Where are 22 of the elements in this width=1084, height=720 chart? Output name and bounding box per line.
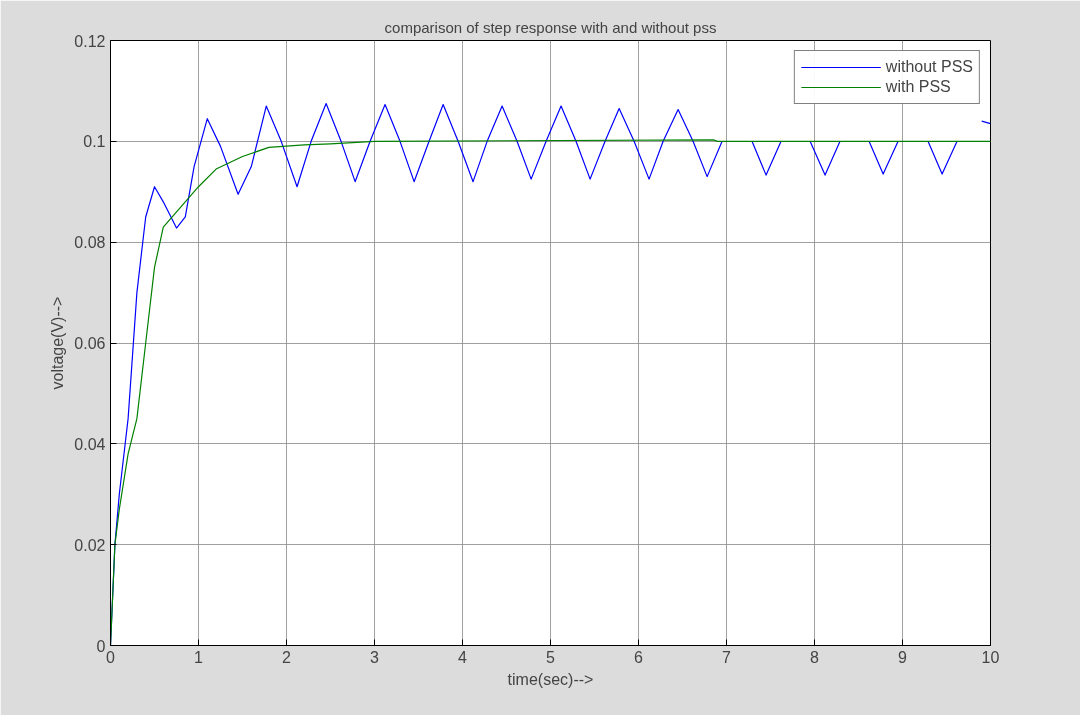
x-tick-label: 4 — [458, 648, 468, 666]
x-tick-label: 5 — [546, 648, 556, 666]
y-tick-label: 0.02 — [74, 536, 106, 554]
y-tick-label: 0.04 — [74, 435, 106, 453]
y-axis-title: voltage(V)--> — [49, 296, 67, 390]
x-tick-label: 10 — [981, 648, 1000, 666]
x-tick-label: 6 — [634, 648, 644, 666]
y-tick-label: 0 — [96, 637, 106, 655]
x-tick-label: 8 — [810, 648, 820, 666]
legend-label: with PSS — [885, 78, 951, 96]
y-tick-label: 0.08 — [74, 234, 106, 252]
x-axis-title: time(sec)--> — [507, 670, 594, 688]
chart-title: comparison of step response with and without pss — [384, 18, 717, 36]
y-tick-label: 0.06 — [74, 335, 106, 352]
y-tick-label: 0.1 — [83, 133, 106, 151]
x-tick-label: 1 — [194, 648, 204, 666]
y-tick-label: 0.12 — [74, 32, 106, 50]
x-tick-label: 9 — [898, 648, 908, 666]
legend-label: without PSS — [885, 58, 973, 76]
x-tick-label: 2 — [282, 648, 292, 666]
x-tick-label: 7 — [722, 648, 732, 666]
x-tick-label: 3 — [370, 648, 380, 666]
